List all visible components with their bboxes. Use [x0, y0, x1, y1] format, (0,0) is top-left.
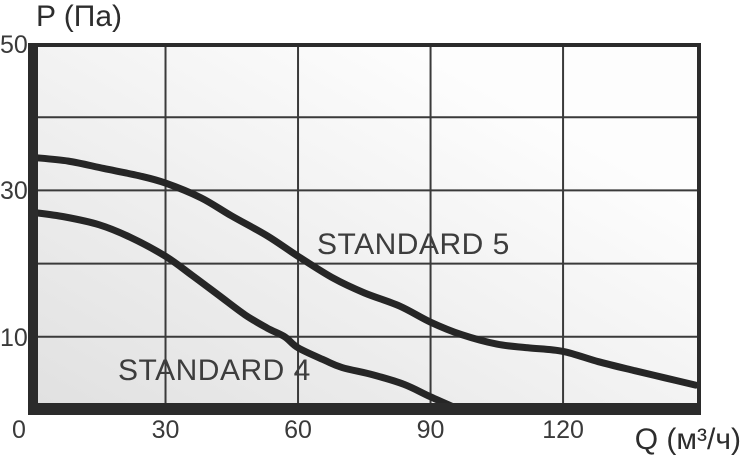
- curve-standard-4: [29, 208, 461, 413]
- series-label-standard-5: STANDARD 5: [317, 228, 510, 261]
- x-tick-label: 30: [151, 416, 180, 444]
- x-axis-bar: [28, 403, 701, 415]
- plot-border-top: [28, 43, 701, 47]
- x-tick-label: 60: [284, 416, 312, 444]
- x-tick-label: 0: [12, 416, 26, 444]
- plot-area: [28, 43, 701, 415]
- y-axis-bar: [28, 43, 38, 415]
- x-axis-title: Q (м³/ч): [634, 423, 741, 456]
- y-tick-label: 10: [0, 323, 28, 352]
- x-tick-label: 90: [416, 416, 445, 444]
- curve-standard-5: [29, 153, 700, 389]
- x-tick-label: 120: [542, 416, 584, 444]
- y-tick-label: 50: [0, 31, 28, 59]
- y-axis-title: P (Па): [36, 0, 123, 33]
- series-label-standard-4: STANDARD 4: [118, 354, 311, 387]
- y-tick-label: 30: [0, 177, 28, 206]
- plot-border-right: [697, 43, 701, 415]
